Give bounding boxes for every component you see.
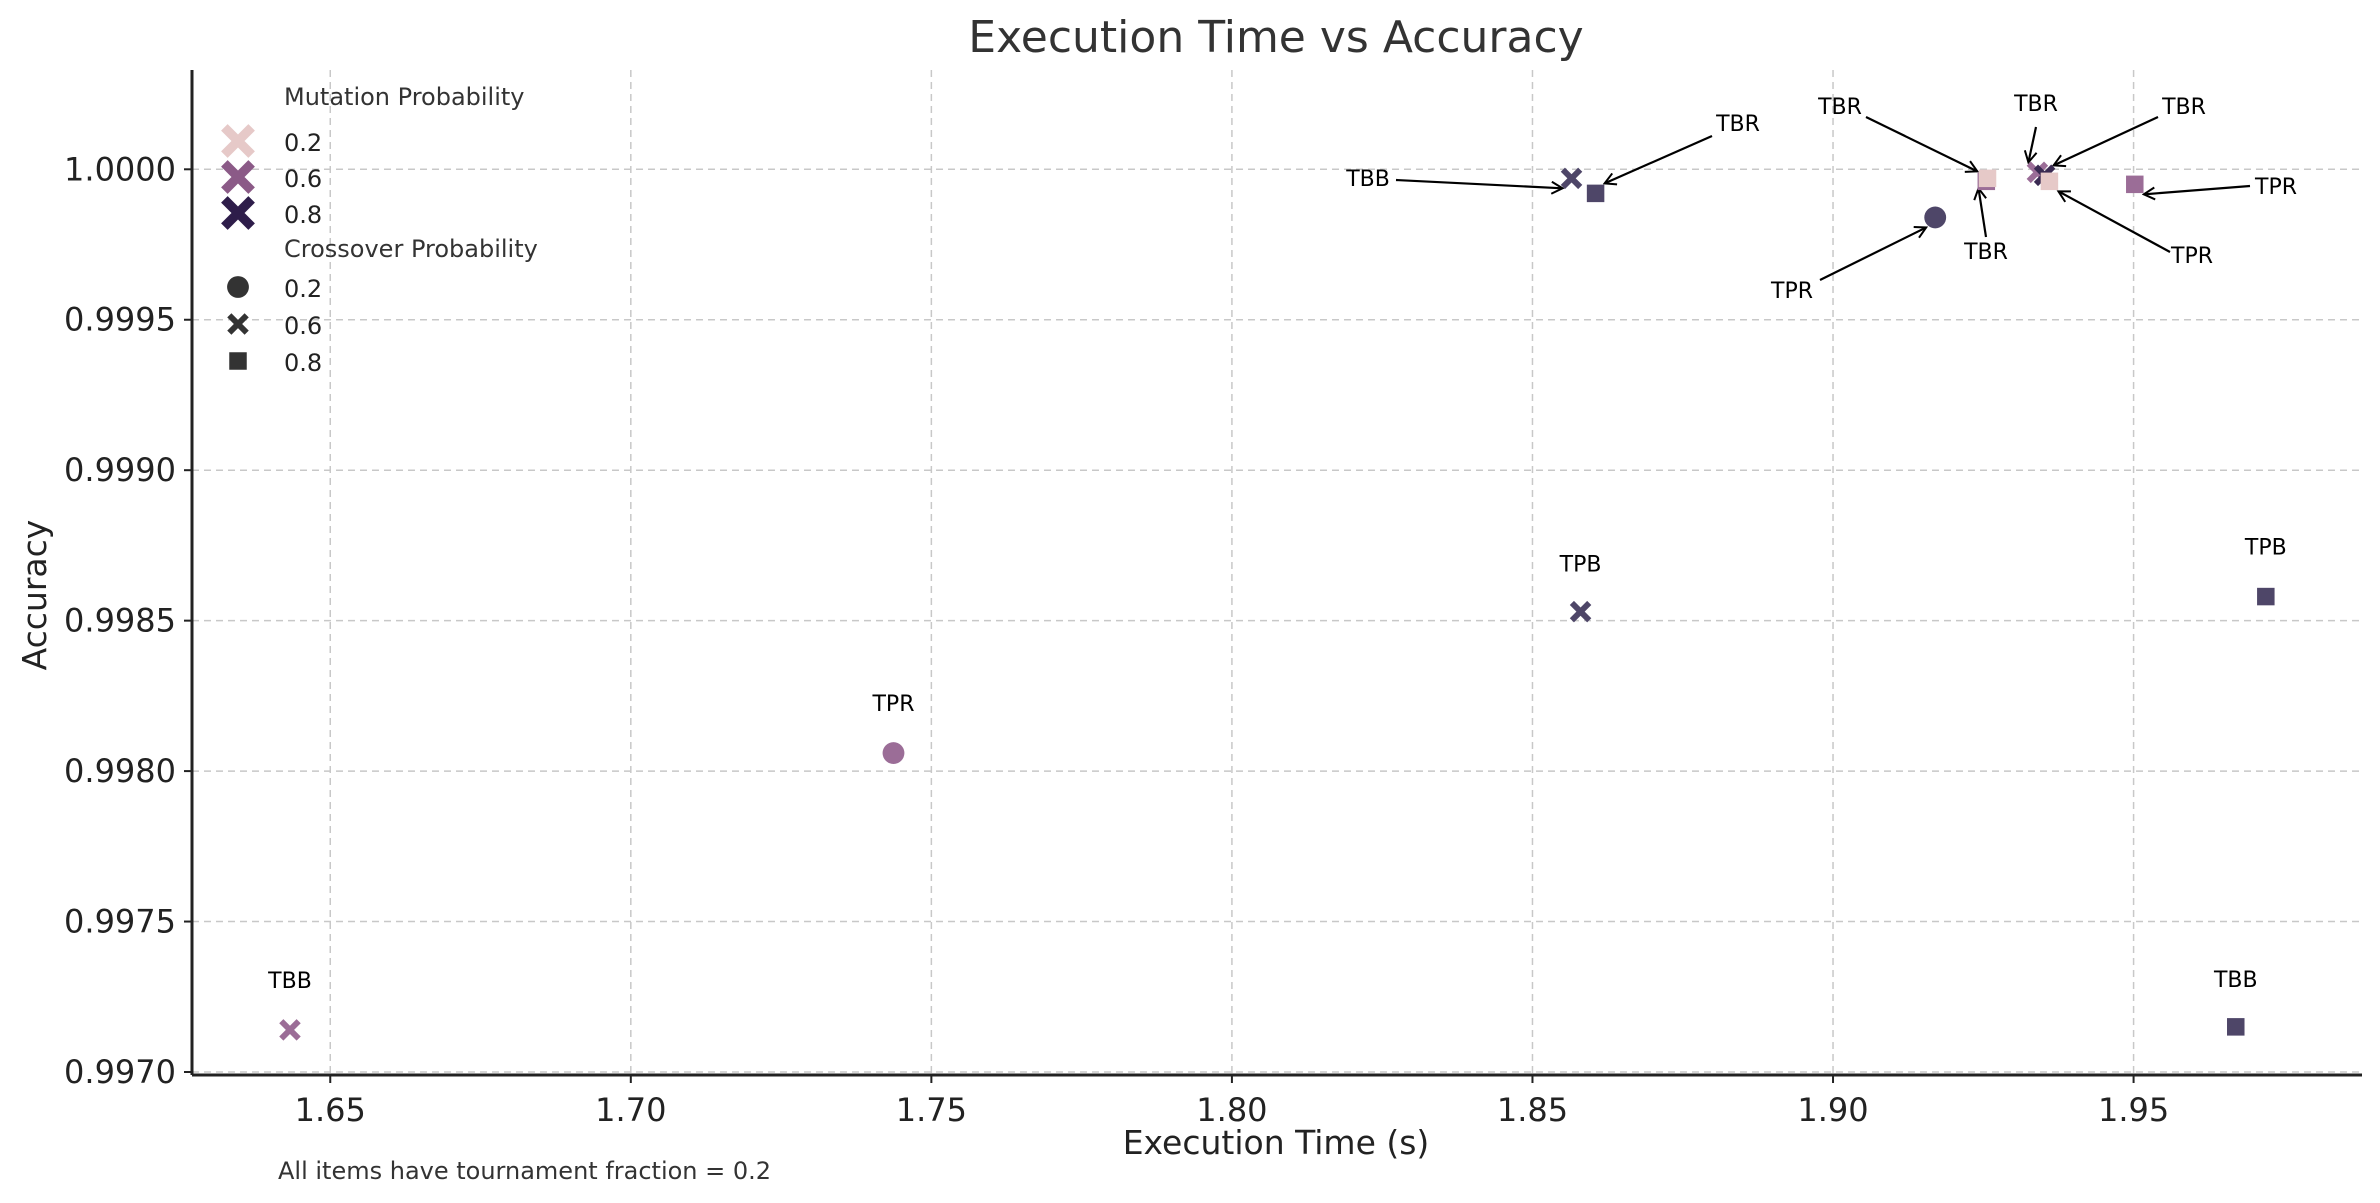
legend-label: 0.8 — [284, 201, 322, 229]
annotation-arrow — [2058, 191, 2171, 253]
data-point — [1924, 206, 1947, 229]
data-point — [1978, 169, 1997, 188]
annotation-label: TBR — [2161, 95, 2206, 120]
annotation-label: TPR — [2170, 244, 2213, 269]
annotation-label: TBB — [267, 969, 312, 994]
data-point — [1560, 167, 1583, 190]
legend-label: 0.6 — [284, 312, 322, 340]
y-tick-label: 0.9990 — [64, 451, 176, 489]
annotation-label: TBR — [1715, 112, 1760, 137]
annotation-label: TPR — [871, 692, 914, 717]
legend-label: 0.2 — [284, 275, 322, 303]
legend-label: 0.6 — [284, 165, 322, 193]
y-tick-label: 0.9970 — [64, 1053, 176, 1091]
axes — [184, 70, 2362, 1083]
x-tick-label: 1.85 — [1497, 1091, 1568, 1129]
legend: Mutation Probability 0.2 0.6 0.8 Crossover P… — [221, 83, 538, 377]
chart-title: Execution Time vs Accuracy — [968, 12, 1583, 63]
legend-label: 0.8 — [284, 349, 322, 377]
data-point — [2257, 587, 2275, 606]
data-point — [2126, 175, 2144, 194]
annotation-arrow — [1865, 116, 1977, 171]
y-tick-label: 0.9995 — [64, 301, 176, 339]
y-tick-label: 0.9980 — [64, 752, 176, 790]
x-tick-label: 1.80 — [1196, 1091, 1267, 1129]
y-tick-label: 0.9975 — [64, 903, 176, 941]
x-tick-label: 1.65 — [295, 1091, 366, 1129]
annotation-label: TPB — [1559, 553, 1602, 578]
legend-marker — [227, 276, 249, 298]
footnote: All items have tournament fraction = 0.2 — [278, 1157, 771, 1185]
legend-title-crossover: Crossover Probability — [284, 235, 538, 263]
tick-labels: 1.65 1.70 1.75 1.80 1.85 1.90 1.95 0.9970 0.9975… — [64, 150, 2169, 1129]
annotation-arrow — [2054, 116, 2159, 165]
annotation-label: TBR — [1817, 95, 1862, 120]
annotation-arrow — [1395, 178, 1563, 188]
annotation-label: TPR — [1770, 279, 1813, 304]
annotation-label: TBB — [2213, 968, 2258, 993]
annotation-label: TBR — [2013, 92, 2058, 117]
annotation-label: TBR — [1963, 240, 2008, 265]
data-point — [2227, 1018, 2245, 1036]
data-point — [1569, 600, 1592, 623]
annotation-label: TPR — [2254, 175, 2297, 200]
annotation-arrow — [1979, 188, 1988, 238]
legend-marker — [221, 160, 255, 194]
y-tick-label: 0.9985 — [64, 602, 176, 640]
x-tick-label: 1.75 — [896, 1091, 967, 1129]
legend-marker — [221, 124, 255, 158]
legend-marker — [221, 196, 255, 230]
data-point — [2040, 172, 2059, 191]
x-tick-label: 1.70 — [595, 1091, 666, 1129]
annotation-arrow — [1605, 134, 1713, 183]
y-axis-label: Accuracy — [15, 520, 54, 671]
data-points — [279, 161, 2275, 1041]
data-point — [279, 1019, 301, 1041]
y-tick-label: 1.0000 — [64, 150, 176, 188]
legend-label: 0.2 — [284, 129, 322, 157]
annotation-label: TBB — [1345, 167, 1390, 192]
annotation-label: TPB — [2244, 536, 2287, 561]
legend-marker — [229, 352, 247, 370]
grid-lines — [192, 70, 2362, 1075]
data-point — [882, 742, 905, 764]
annotations: TBB TPR TPB TPB TBB TBB TBR TPR TBR TBR TBR TBR TPR T… — [267, 92, 2297, 994]
annotation-arrow — [2028, 126, 2036, 162]
x-axis-label: Execution Time (s) — [1123, 1123, 1430, 1162]
annotation-arrow — [1819, 227, 1926, 281]
x-tick-label: 1.90 — [1797, 1091, 1868, 1129]
legend-marker — [227, 313, 249, 335]
annotation-arrow — [2144, 184, 2251, 194]
data-point — [1586, 184, 1605, 203]
legend-title-mutation: Mutation Probability — [284, 83, 525, 111]
x-tick-label: 1.95 — [2098, 1091, 2169, 1129]
